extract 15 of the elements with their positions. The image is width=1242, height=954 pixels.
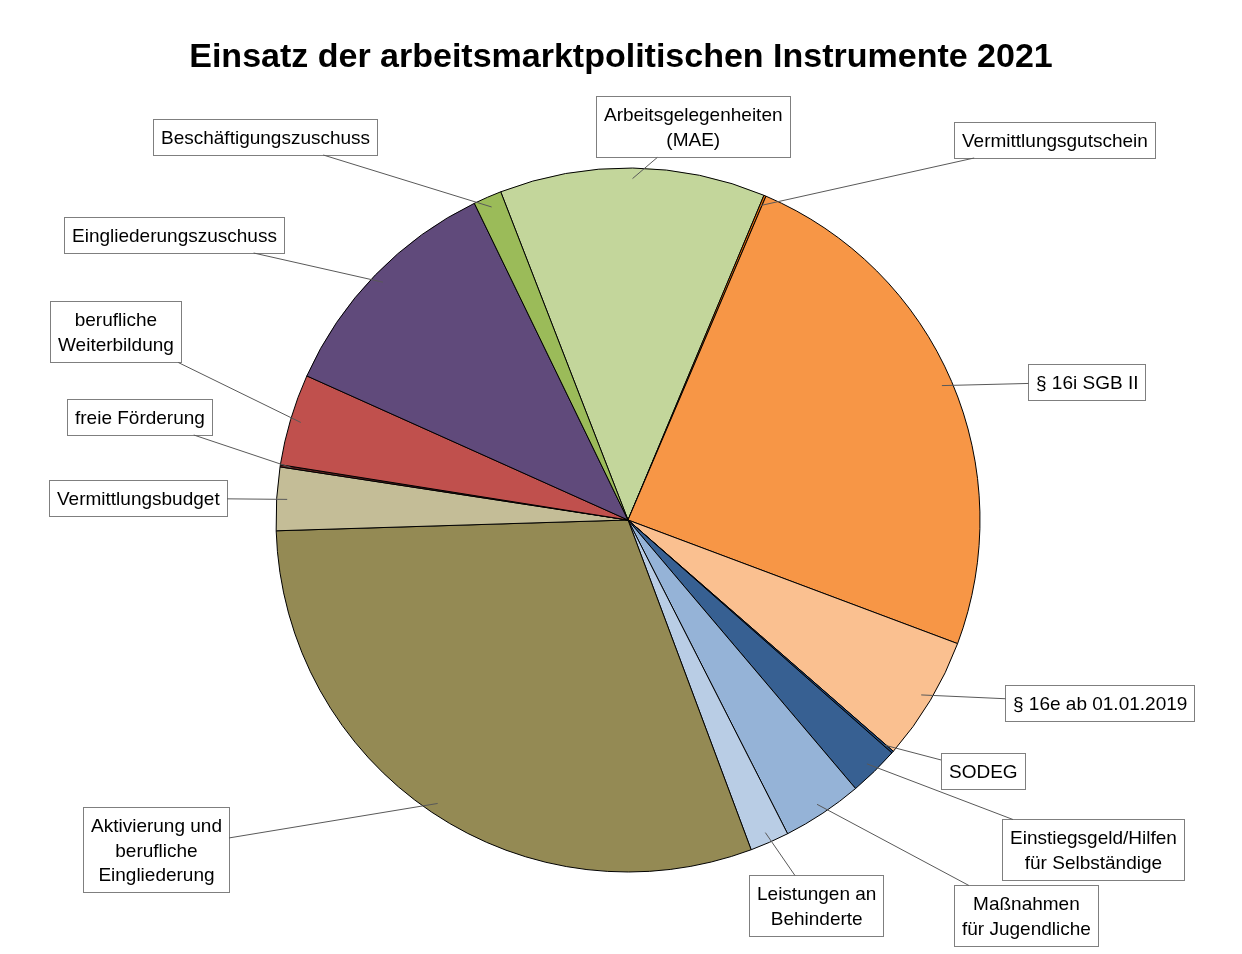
- slice-label: § 16i SGB II: [1036, 372, 1139, 393]
- slice-label: Leistungen an Behinderte: [757, 883, 877, 929]
- chart-title: Einsatz der arbeitsmarktpolitischen Instrumente 2021: [189, 35, 1053, 74]
- slice-label: Einstiegsgeld/Hilfen für Selbständige: [1010, 827, 1177, 873]
- slice-label: Aktivierung und berufliche Eingliederung: [91, 815, 222, 886]
- slice-label: Arbeitsgelegenheiten (MAE): [604, 104, 783, 150]
- slice-label: Vermittlungsbudget: [57, 488, 221, 509]
- slice-label: Beschäftigungszuschuss: [161, 127, 371, 148]
- slice-label: Maßnahmen für Jugendliche: [962, 893, 1091, 939]
- slice-label: freie Förderung: [75, 407, 205, 428]
- slice-label: SODEG: [949, 761, 1018, 782]
- slice-label: Eingliederungszuschuss: [72, 225, 277, 246]
- slice-label: berufliche Weiterbildung: [58, 309, 174, 355]
- slice-label: Vermittlungsgutschein: [962, 130, 1148, 151]
- slice-label: § 16e ab 01.01.2019: [1013, 693, 1188, 714]
